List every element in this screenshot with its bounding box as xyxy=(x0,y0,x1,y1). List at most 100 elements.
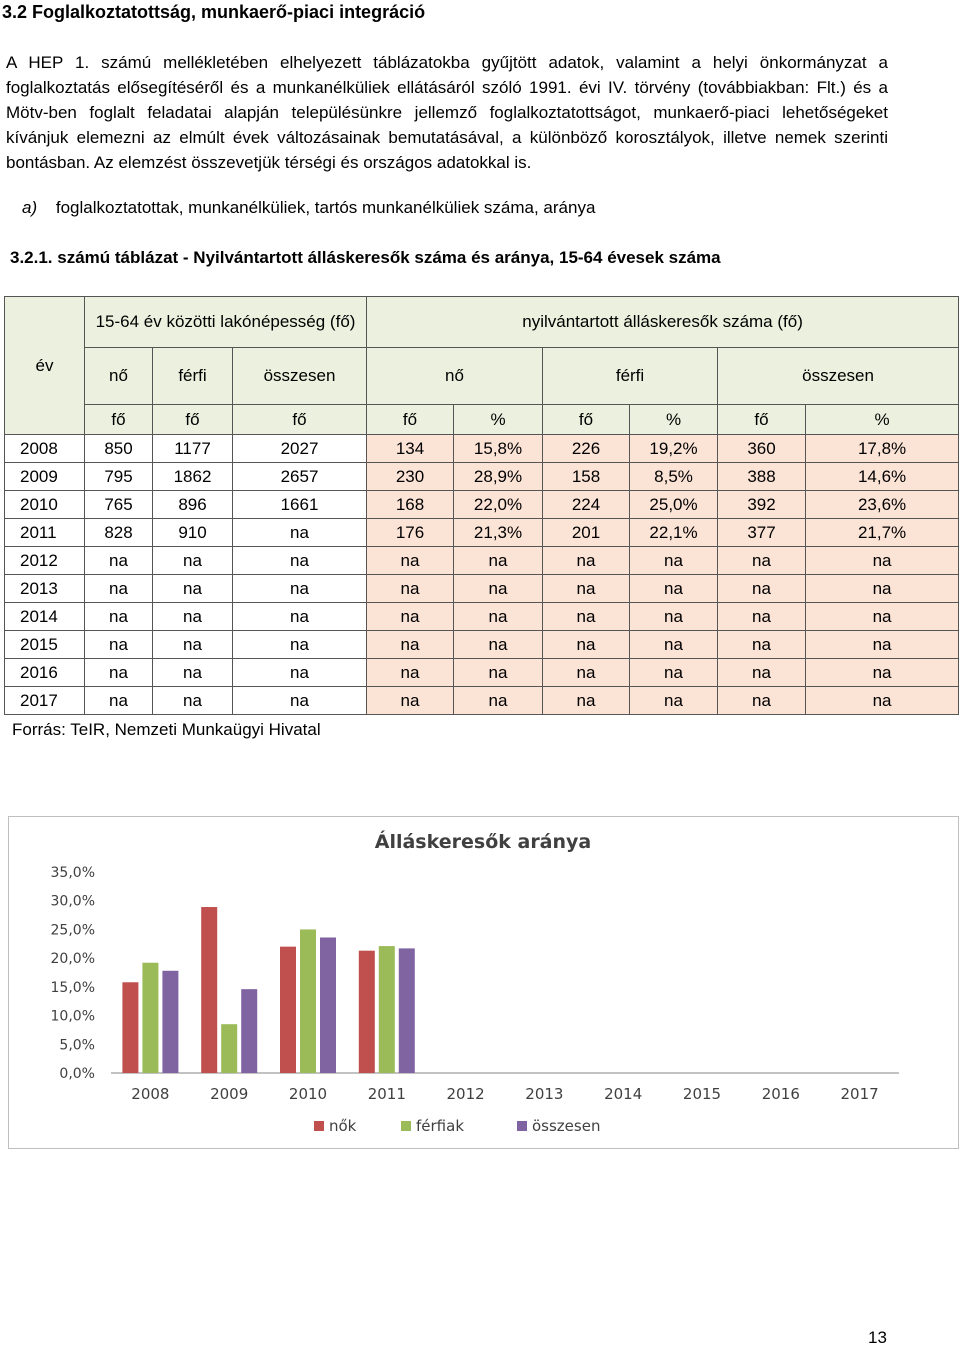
subsection-label: a) xyxy=(22,198,38,217)
data-cell: na xyxy=(152,574,233,603)
data-cell: 17,8% xyxy=(805,434,960,463)
data-cell: na xyxy=(629,630,719,659)
year-cell: 2013 xyxy=(4,574,85,603)
data-cell: na xyxy=(717,658,807,687)
data-cell: 28,9% xyxy=(453,462,544,491)
data-cell: na xyxy=(717,630,807,659)
unit-header: fő xyxy=(542,404,631,435)
table-row: 2014 na na na na na na na na na xyxy=(4,602,960,631)
data-cell: na xyxy=(717,686,807,715)
year-cell: 2011 xyxy=(4,518,85,547)
bar-férfiak-2009 xyxy=(221,1024,238,1073)
data-cell: na xyxy=(805,546,960,575)
unit-header: % xyxy=(805,404,960,435)
sub-header: férfi xyxy=(542,347,719,405)
data-cell: 21,7% xyxy=(805,518,960,547)
data-cell: 176 xyxy=(366,518,455,547)
y-tick-label: 30,0% xyxy=(51,894,95,910)
year-cell: 2014 xyxy=(4,602,85,631)
data-cell: na xyxy=(84,602,153,631)
table-row: 2008 850 1177 2027 134 15,8% 226 19,2% 360 17,8% xyxy=(4,434,960,463)
year-cell: 2009 xyxy=(4,462,85,491)
x-tick-label: 2009 xyxy=(210,1085,248,1103)
table-row: 2011 828 910 na 176 21,3% 201 22,1% 377 21,7% xyxy=(4,518,960,547)
bar-nők-2009 xyxy=(201,907,218,1073)
table-row: 2016 na na na na na na na na na xyxy=(4,658,960,687)
data-cell: na xyxy=(453,630,544,659)
y-tick-label: 5,0% xyxy=(59,1037,95,1053)
table-row: 2015 na na na na na na na na na xyxy=(4,630,960,659)
bar-férfiak-2008 xyxy=(142,962,159,1073)
data-cell: 392 xyxy=(717,490,807,519)
data-cell: 1177 xyxy=(152,434,233,463)
bar-férfiak-2010 xyxy=(300,929,316,1073)
data-cell: na xyxy=(542,658,631,687)
population-group-header: 15-64 év közötti lakónépesség (fő) xyxy=(83,296,368,348)
page-number: 13 xyxy=(868,1328,887,1347)
jobseekers-table: év 15-64 év közötti lakónépesség (fő) ny… xyxy=(4,296,960,715)
data-cell: na xyxy=(84,658,153,687)
data-cell: 2657 xyxy=(231,462,368,491)
data-cell: na xyxy=(629,546,719,575)
y-tick-label: 15,0% xyxy=(51,980,95,996)
data-cell: na xyxy=(805,602,960,631)
bar-nők-2010 xyxy=(280,946,296,1073)
data-cell: 2027 xyxy=(231,434,368,463)
data-cell: na xyxy=(542,574,631,603)
data-cell: 14,6% xyxy=(805,462,960,491)
data-cell: 134 xyxy=(366,434,455,463)
jobseekers-group-header: nyilvántartott álláskeresők száma (fő) xyxy=(366,296,960,348)
legend-swatch xyxy=(517,1121,527,1131)
data-cell: 22,1% xyxy=(629,518,719,547)
sub-header: összesen xyxy=(231,347,368,405)
data-cell: 22,0% xyxy=(453,490,544,519)
data-cell: na xyxy=(805,658,960,687)
data-cell: na xyxy=(542,546,631,575)
data-cell: 377 xyxy=(717,518,807,547)
year-cell: 2016 xyxy=(4,658,85,687)
bar-összesen-2011 xyxy=(398,948,415,1073)
data-cell: na xyxy=(231,574,368,603)
table-source: Forrás: TeIR, Nemzeti Munkaügyi Hivatal xyxy=(12,720,321,739)
x-tick-label: 2013 xyxy=(525,1085,563,1103)
bar-összesen-2010 xyxy=(320,937,336,1073)
data-cell: na xyxy=(717,546,807,575)
sub-header: férfi xyxy=(152,347,233,405)
table-row: 2017 na na na na na na na na na xyxy=(4,686,960,715)
bar-összesen-2008 xyxy=(162,970,179,1073)
data-cell: 896 xyxy=(152,490,233,519)
data-cell: 230 xyxy=(366,462,455,491)
bar-nők-2008 xyxy=(122,982,139,1073)
data-cell: na xyxy=(366,658,455,687)
data-cell: na xyxy=(453,574,544,603)
data-cell: na xyxy=(366,574,455,603)
data-cell: na xyxy=(366,686,455,715)
data-cell: na xyxy=(84,630,153,659)
unit-header: fő xyxy=(84,404,153,435)
year-cell: 2015 xyxy=(4,630,85,659)
legend-label: összesen xyxy=(532,1117,600,1135)
data-cell: na xyxy=(453,686,544,715)
unit-header: % xyxy=(629,404,719,435)
y-tick-label: 20,0% xyxy=(51,951,95,967)
bar-összesen-2009 xyxy=(241,989,258,1073)
x-tick-label: 2010 xyxy=(289,1085,327,1103)
bar-férfiak-2011 xyxy=(378,946,395,1073)
subsection-text: foglalkoztatottak, munkanélküliek, tartó… xyxy=(55,198,596,217)
sub-header: nő xyxy=(366,347,544,405)
x-tick-label: 2016 xyxy=(762,1085,800,1103)
legend-swatch xyxy=(401,1121,411,1131)
data-cell: na xyxy=(231,658,368,687)
x-tick-label: 2017 xyxy=(841,1085,879,1103)
data-cell: na xyxy=(717,602,807,631)
year-cell: 2012 xyxy=(4,546,85,575)
data-cell: 360 xyxy=(717,434,807,463)
data-cell: 158 xyxy=(542,462,631,491)
year-cell: 2010 xyxy=(4,490,85,519)
data-cell: na xyxy=(805,574,960,603)
data-cell: na xyxy=(231,546,368,575)
y-tick-label: 25,0% xyxy=(51,922,95,938)
data-cell: na xyxy=(84,574,153,603)
data-cell: na xyxy=(231,686,368,715)
data-cell: na xyxy=(152,602,233,631)
